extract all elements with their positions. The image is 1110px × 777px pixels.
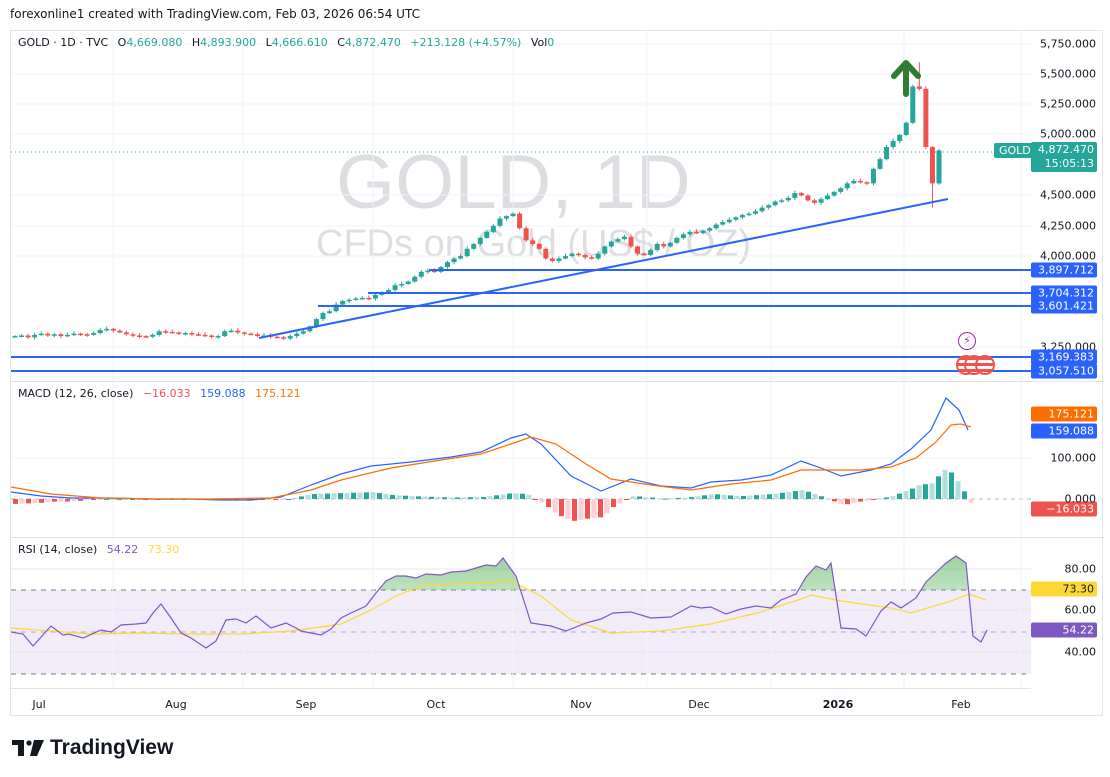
candlestick-plot[interactable] <box>11 31 1031 381</box>
rsi-pane[interactable]: RSI (14, close) 54.22 73.30 <box>11 538 1031 688</box>
time-tick: Nov <box>570 698 592 711</box>
macd-signal-value: 175.121 <box>255 387 301 400</box>
close-value: 4,872.470 <box>344 36 401 49</box>
rsi-tick: 60.00 <box>1064 603 1097 617</box>
price-tick: 4,500.000 <box>1040 188 1096 202</box>
chart-caption: forexonline1 created with TradingView.co… <box>10 7 420 21</box>
open-value: 4,669.080 <box>126 36 183 49</box>
current-price: 4,872.470 <box>1038 143 1094 156</box>
rsi-tick: 80.00 <box>1064 562 1097 576</box>
rsi-plot <box>11 538 1031 688</box>
price-axis[interactable]: 5,750.000 5,500.000 5,250.000 5,000.000 4,50… <box>1031 31 1104 381</box>
rsi-legend-name[interactable]: RSI (14, close) <box>18 543 98 556</box>
macd-hist-tag: −16.033 <box>1031 501 1097 517</box>
tradingview-logo[interactable]: TradingView <box>12 736 173 760</box>
symbol-label[interactable]: GOLD · 1D · TVC <box>18 36 109 49</box>
price-pane[interactable]: GOLD, 1D CFDs on Gold (US$ / OZ) GOLD · … <box>11 31 1036 381</box>
pane-divider[interactable] <box>11 537 1104 538</box>
macd-line-tag: 159.088 <box>1031 423 1097 439</box>
macd-tick: 100.000 <box>1050 451 1097 465</box>
macd-pane[interactable]: MACD (12, 26, close) −16.033 159.088 175… <box>11 382 1031 537</box>
low-label: L <box>265 36 272 49</box>
price-tick: 5,750.000 <box>1040 37 1096 51</box>
price-tick: 5,500.000 <box>1040 67 1096 81</box>
tradingview-brand-text: TradingView <box>50 736 174 759</box>
rsi-value-tag: 54.22 <box>1031 622 1097 638</box>
pane-divider[interactable] <box>11 381 1104 382</box>
rsi-ma-value: 73.30 <box>147 543 180 556</box>
macd-plot <box>11 382 1031 537</box>
level-price-tag[interactable]: 3,897.712 <box>1031 262 1097 278</box>
time-tick: Jul <box>32 698 46 711</box>
rsi-ma-tag: 73.30 <box>1031 581 1097 597</box>
rsi-legend: RSI (14, close) 54.22 73.30 <box>18 543 185 556</box>
level-price-tag[interactable]: 3,169.383 <box>1031 349 1097 365</box>
macd-axis[interactable]: 175.121 159.088 −16.033 100.000 0.000 <box>1031 382 1104 537</box>
macd-legend-name[interactable]: MACD (12, 26, close) <box>18 387 134 400</box>
high-value: 4,893.900 <box>200 36 257 49</box>
price-legend: GOLD · 1D · TVC O4,669.080 H4,893.900 L4… <box>18 36 560 49</box>
level-price-tag[interactable]: 3,601.421 <box>1031 298 1097 314</box>
countdown: 15:05:13 <box>1044 157 1094 170</box>
macd-signal-tag: 175.121 <box>1031 406 1097 422</box>
macd-legend: MACD (12, 26, close) −16.033 159.088 175… <box>18 387 307 400</box>
close-label: C <box>337 36 345 49</box>
rsi-value: 54.22 <box>106 543 139 556</box>
chart-frame[interactable]: GOLD, 1D CFDs on Gold (US$ / OZ) GOLD · … <box>10 30 1104 716</box>
time-tick: 2026 <box>822 698 854 711</box>
vol-value: 0 <box>547 36 555 49</box>
macd-hist-value: −16.033 <box>142 387 191 400</box>
time-tick: Dec <box>688 698 710 711</box>
rsi-axis[interactable]: 73.30 54.22 80.00 60.00 40.00 <box>1031 538 1104 688</box>
up-arrow-icon <box>891 60 921 97</box>
high-label: H <box>191 36 201 49</box>
time-tick: Aug <box>165 698 187 711</box>
symbol-price-tag: GOLD <box>994 143 1036 158</box>
time-tick: Feb <box>951 698 971 711</box>
rsi-tick: 40.00 <box>1064 645 1097 659</box>
price-tick: 4,250.000 <box>1040 219 1096 233</box>
price-tick: 4,000.000 <box>1040 249 1096 263</box>
lightning-event-icon[interactable]: ⚡ <box>958 332 976 350</box>
time-axis[interactable]: Jul Aug Sep Oct Nov Dec 2026 Feb <box>11 688 1031 716</box>
open-label: O <box>117 36 127 49</box>
low-value: 4,666.610 <box>271 36 328 49</box>
change-value: +213.128 (+4.57%) <box>410 36 522 49</box>
time-tick: Oct <box>426 698 446 711</box>
level-price-tag[interactable]: 3,057.510 <box>1031 363 1097 379</box>
time-tick: Sep <box>295 698 317 711</box>
macd-tick: 0.000 <box>1064 492 1097 506</box>
level-price-tag[interactable]: 3,704.312 <box>1031 285 1097 301</box>
current-price-tag: 4,872.470 15:05:13 <box>1031 142 1097 172</box>
us-flag-event-icon[interactable] <box>975 355 995 375</box>
macd-line-value: 159.088 <box>200 387 246 400</box>
price-tick: 5,250.000 <box>1040 97 1096 111</box>
price-tick: 5,000.000 <box>1040 127 1096 141</box>
tradingview-logo-icon <box>12 740 44 756</box>
vol-label: Vol <box>530 36 548 49</box>
